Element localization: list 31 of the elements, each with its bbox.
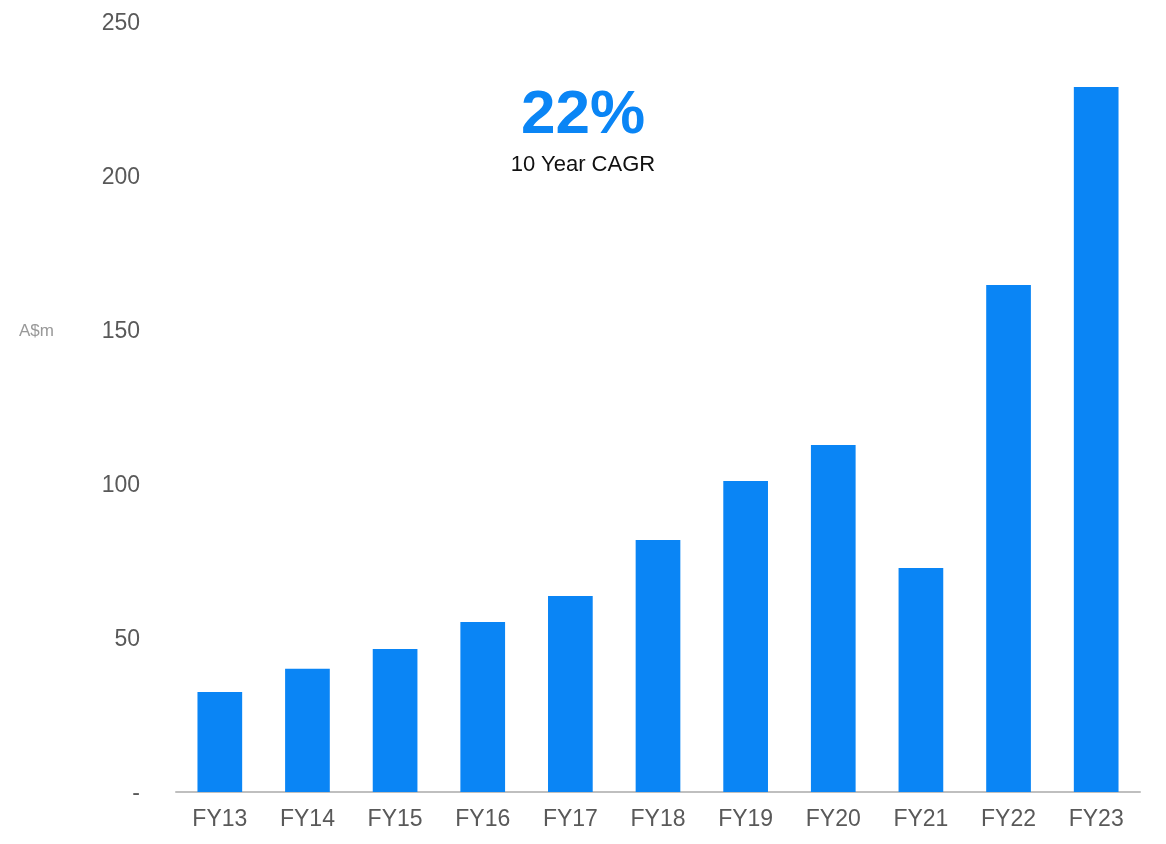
y-tick-label: 200 [101,163,140,189]
annotation: 10 Year CAGR [510,150,656,176]
bar [986,285,1031,792]
x-tick-label: FY14 [279,804,336,831]
bar [548,596,593,792]
x-tick-label: FY16 [455,804,511,831]
bar [460,621,506,792]
bar [635,540,681,792]
bar [1073,86,1119,792]
bar [810,444,856,792]
x-tick-label: FY18 [630,804,686,831]
x-tick-label: FY19 [718,804,774,831]
x-tick-label: FY23 [1068,804,1124,831]
bar [723,480,768,792]
bar [285,668,330,792]
x-tick-label: FY17 [542,804,598,831]
bar [898,568,944,792]
y-tick-label: 250 [101,9,140,35]
y-tick-label: 150 [101,317,140,343]
y-tick-label: 50 [114,625,140,651]
x-tick-label: FY22 [981,804,1037,831]
annotation: 22% [520,76,646,146]
x-tick-label: FY20 [805,804,861,831]
x-tick-label: FY21 [893,804,949,831]
y-tick-label: 100 [101,471,140,497]
x-tick-label: FY15 [367,804,423,831]
bar [372,649,418,792]
bar [197,691,243,792]
x-tick-label: FY13 [192,804,248,831]
y-tick-label: - [132,779,140,805]
y-axis-title: A$m [19,321,54,340]
